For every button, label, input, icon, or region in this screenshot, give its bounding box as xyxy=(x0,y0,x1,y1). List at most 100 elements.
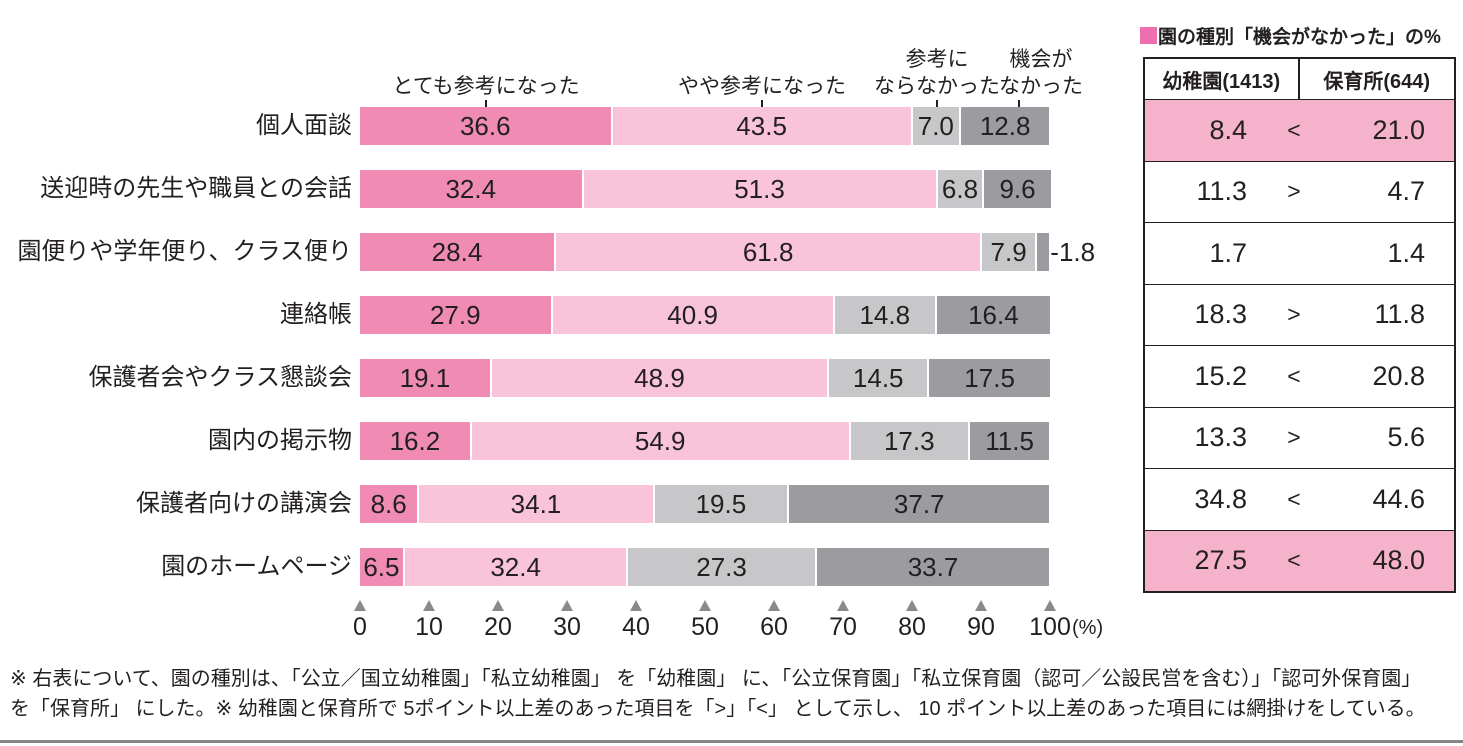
bar-segment: 14.5 xyxy=(829,359,930,397)
x-axis-unit-label: (%) xyxy=(1072,617,1104,639)
kindergarten-value: 34.8 xyxy=(1194,483,1247,514)
bar-segment: 34.1 xyxy=(419,485,655,523)
footnote-line-1: ※ 右表について、園の種別は、「公立／国立幼稚園」「私立幼稚園」 を「幼稚園」 … xyxy=(10,668,1422,690)
nursery-value: 48.0 xyxy=(1372,545,1425,576)
legend-label-2: 参考に ならなかった xyxy=(874,48,1000,98)
nursery-value: 5.6 xyxy=(1387,422,1425,453)
axis-tick-arrow-icon xyxy=(492,600,504,611)
bar-segment: 48.9 xyxy=(491,359,830,397)
axis-tick-arrow-icon xyxy=(975,600,987,611)
kindergarten-value: 27.5 xyxy=(1194,545,1247,576)
table-row: 11.3 >4.7 xyxy=(1145,160,1454,223)
pink-square-icon xyxy=(1140,27,1157,44)
bar-segment: 12.8 xyxy=(960,107,1050,145)
bar-segment: 61.8 xyxy=(555,233,983,271)
axis-tick-label: 20 xyxy=(484,613,512,641)
footnote-line-2: を「保育所」 にした。※ 幼稚園と保育所で 5ポイント以上差のあった項目を「>」… xyxy=(10,698,1426,720)
axis-tick-arrow-icon xyxy=(768,600,780,611)
comparison-symbol: < xyxy=(1287,362,1301,389)
category-label: 個人面談 xyxy=(256,112,352,139)
kindergarten-value: 15.2 xyxy=(1194,360,1247,391)
legend-leader-tick-2 xyxy=(936,100,938,107)
legend-leader-tick-3 xyxy=(1018,100,1020,107)
bar-segment: 19.1 xyxy=(360,359,492,397)
legend-label-3: 機会が なかった xyxy=(999,48,1083,98)
footnote: ※ 右表について、園の種別は、「公立／国立幼稚園」「私立幼稚園」 を「幼稚園」 … xyxy=(10,664,1458,724)
bar-segment: 51.3 xyxy=(583,170,938,208)
comparison-symbol: < xyxy=(1287,116,1301,143)
bar-segment: 32.4 xyxy=(360,170,584,208)
bar-segment: 40.9 xyxy=(552,296,835,334)
category-label: 園のホームページ xyxy=(161,553,352,580)
axis-tick-arrow-icon xyxy=(561,600,573,611)
axis-tick-arrow-icon xyxy=(630,600,642,611)
table-title: 園の種別「機会がなかった」の% xyxy=(1140,22,1441,49)
table-row: 8.4 <21.0 xyxy=(1145,99,1454,161)
legend-label-0: とても参考になった xyxy=(392,75,580,98)
kindergarten-value: 1.7 xyxy=(1209,237,1247,268)
comparison-symbol: > xyxy=(1287,178,1301,205)
stacked-bar: 19.1 48.9 14.5 17.5 xyxy=(360,359,1050,397)
table-row: 18.3 >11.8 xyxy=(1145,283,1454,346)
table-row: 1.7 1.4 xyxy=(1145,222,1454,284)
nursery-value: 20.8 xyxy=(1372,360,1425,391)
axis-tick-arrow-icon xyxy=(354,600,366,611)
axis-tick-label: 100 xyxy=(1029,613,1071,641)
bar-segment: 9.6 xyxy=(984,170,1051,208)
axis-tick-label: 30 xyxy=(553,613,581,641)
comparison-symbol: < xyxy=(1287,547,1301,574)
bar-segment: 11.5 xyxy=(969,422,1050,460)
stacked-bar: 32.4 51.3 6.8 9.6 xyxy=(360,170,1051,208)
bar-segment: 33.7 xyxy=(816,548,1050,586)
bar-segment: 27.3 xyxy=(628,548,817,586)
bar-segment: 54.9 xyxy=(471,422,851,460)
category-label: 送迎時の先生や職員との会話 xyxy=(40,175,352,202)
table-row: 27.5 <48.0 xyxy=(1145,529,1454,591)
stacked-bar: 8.6 34.1 19.5 37.7 xyxy=(360,485,1050,523)
table-body: 8.4 <21.0 11.3 >4.7 1.7 1.4 18.3 >11.8 15.2 <20.8… xyxy=(1145,99,1454,591)
category-label: 保護者会やクラス懇談会 xyxy=(88,364,352,391)
nursery-value: 21.0 xyxy=(1372,114,1425,145)
axis-tick-label: 70 xyxy=(829,613,857,641)
axis-tick-arrow-icon xyxy=(837,600,849,611)
bar-segment: 6.8 xyxy=(937,170,985,208)
category-label: 保護者向けの講演会 xyxy=(136,490,352,517)
bar-segment: 16.2 xyxy=(360,422,472,460)
nursery-value: 11.8 xyxy=(1374,299,1425,330)
bar-segment: 32.4 xyxy=(404,548,629,586)
table-row: 15.2 <20.8 xyxy=(1145,345,1454,407)
legend-leader-tick-1 xyxy=(761,100,763,107)
table-row: 13.3 >5.6 xyxy=(1145,406,1454,469)
axis-tick-arrow-icon xyxy=(906,600,918,611)
bar-segment: 36.6 xyxy=(360,107,613,145)
category-label: 連絡帳 xyxy=(280,301,352,328)
bar-segment: 28.4 xyxy=(360,233,556,271)
table-header-kindergarten: 幼稚園(1413) xyxy=(1145,59,1300,99)
comparison-table: 幼稚園(1413) 保育所(644) 8.4 <21.0 11.3 >4.7 1.7 1.… xyxy=(1143,57,1456,593)
bar-segment: 19.5 xyxy=(654,485,790,523)
nursery-value: 44.6 xyxy=(1372,483,1425,514)
bar-segment: 8.6 xyxy=(360,485,420,523)
stacked-bar: 27.9 40.9 14.8 16.4 xyxy=(360,296,1050,334)
bar-segment: 37.7 xyxy=(789,485,1050,523)
stacked-bar: 16.2 54.9 17.3 11.5 xyxy=(360,422,1050,460)
comparison-symbol: > xyxy=(1287,424,1301,451)
axis-tick-arrow-icon xyxy=(423,600,435,611)
comparison-symbol: < xyxy=(1287,485,1301,512)
kindergarten-value: 8.4 xyxy=(1209,114,1247,145)
bar-segment: 17.5 xyxy=(929,359,1050,397)
axis-tick-arrow-icon xyxy=(699,600,711,611)
category-label: 園内の掲示物 xyxy=(208,427,352,454)
axis-tick-label: 80 xyxy=(898,613,926,641)
kindergarten-value: 13.3 xyxy=(1194,422,1247,453)
axis-tick-label: 60 xyxy=(760,613,788,641)
category-label: 園便りや学年便り、クラス便り xyxy=(17,238,352,265)
table-row: 34.8 <44.6 xyxy=(1145,468,1454,530)
kindergarten-value: 11.3 xyxy=(1196,176,1247,207)
bottom-divider xyxy=(0,740,1463,743)
axis-tick-arrow-icon xyxy=(1044,600,1056,611)
nursery-value: 4.7 xyxy=(1387,176,1425,207)
bar-segment-outside-label: -1.8 xyxy=(1050,237,1096,267)
bar-segment: 7.0 xyxy=(912,107,961,145)
bar-segment xyxy=(1036,233,1050,271)
